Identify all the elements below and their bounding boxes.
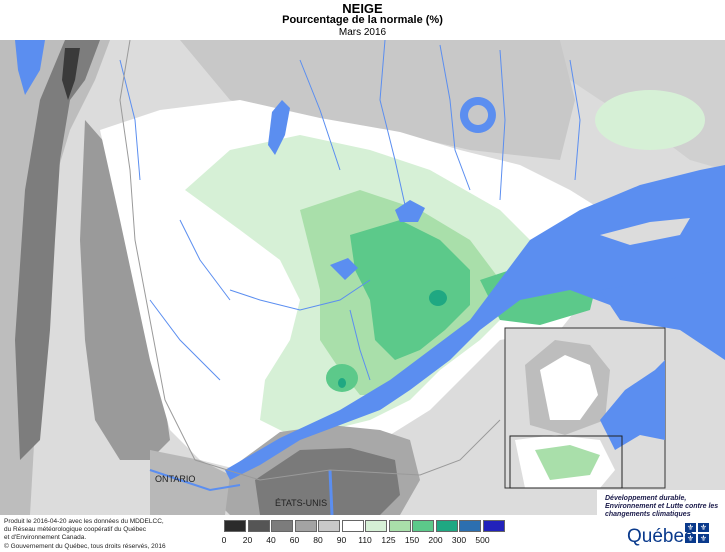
map-title: NEIGE — [342, 1, 383, 16]
inset-extent-box — [509, 435, 623, 489]
legend-label: 40 — [266, 535, 276, 545]
legend-swatch — [412, 520, 434, 532]
above-normal-300-a — [429, 290, 447, 306]
credit-line-2: du Réseau météorologique coopératif du Q… — [4, 526, 147, 533]
provincial-border — [119, 40, 196, 461]
quebec-logo: Développement durable, Environnement et … — [597, 490, 725, 552]
legend-swatch — [271, 520, 293, 532]
legend-label: 60 — [289, 535, 300, 545]
legend-label: 150 — [404, 535, 420, 545]
ottawa-river — [149, 469, 241, 492]
inset-map — [504, 327, 666, 489]
inset-land-white — [540, 355, 598, 420]
legend-label: 110 — [358, 535, 372, 545]
map-header: NEIGE Pourcentage de la normale (%) Mars… — [0, 0, 725, 40]
province-name: Québec — [627, 526, 694, 547]
legend-label: 20 — [242, 535, 253, 545]
international-border — [194, 419, 501, 481]
legend-swatch — [482, 520, 505, 532]
mauricie-core — [338, 378, 346, 388]
credit-line-1: Produit le 2016-04-20 avec les données d… — [4, 518, 164, 525]
legend-swatch — [224, 520, 246, 532]
james-bay — [15, 40, 45, 95]
legend-swatch — [388, 520, 411, 532]
lake-saint-jean — [395, 200, 425, 222]
snow-map: ONTARIO ÉTATS-UNIS — [0, 40, 725, 515]
label-usa: ÉTATS-UNIS — [275, 498, 327, 508]
gouin-reservoir — [330, 258, 358, 280]
ministry-name: Développement durable, Environnement et … — [605, 495, 719, 518]
legend-label: 125 — [381, 535, 396, 545]
legend-label: 80 — [313, 535, 323, 545]
lake-mistassini — [268, 100, 290, 155]
copyright: © Gouvernement du Québec, tous droits ré… — [4, 543, 166, 550]
legend-label: 500 — [475, 535, 490, 545]
legend-label: 300 — [451, 535, 467, 545]
legend-swatch — [318, 520, 340, 532]
manicouagan-reservoir — [459, 97, 496, 133]
map-date: Mars 2016 — [338, 27, 387, 38]
south-below-normal-dark — [255, 448, 400, 515]
legend-swatch — [435, 520, 458, 532]
fleur-de-lis-icon: ⚜ ⚜ ⚜ ⚜ — [685, 523, 709, 543]
legend-label: 0 — [221, 535, 227, 545]
above-normal-200 — [350, 220, 470, 360]
western-black-zone — [62, 48, 80, 100]
credit-line-3: et d'Environnement Canada. — [4, 534, 87, 541]
legend-swatch — [294, 520, 317, 532]
legend-swatch — [459, 520, 481, 532]
legend-label: 200 — [428, 535, 443, 545]
label-ontario: ONTARIO — [155, 474, 195, 484]
map-subtitle: Pourcentage de la normale (%) — [282, 14, 443, 26]
legend-swatch — [365, 520, 387, 532]
legend-label: 90 — [336, 535, 347, 545]
inset-green — [535, 445, 600, 480]
anticosti-island — [600, 218, 690, 245]
rivers — [119, 40, 581, 381]
legend-swatch — [341, 520, 364, 532]
lake-champlain — [328, 469, 334, 515]
st-lawrence-river — [225, 165, 725, 480]
ontario-grey-band — [80, 120, 170, 460]
gulf-water — [600, 270, 725, 360]
legend-swatch — [247, 520, 270, 532]
north-shore-green — [595, 90, 705, 150]
western-darker-zone — [15, 40, 100, 460]
inset-water — [600, 360, 665, 450]
